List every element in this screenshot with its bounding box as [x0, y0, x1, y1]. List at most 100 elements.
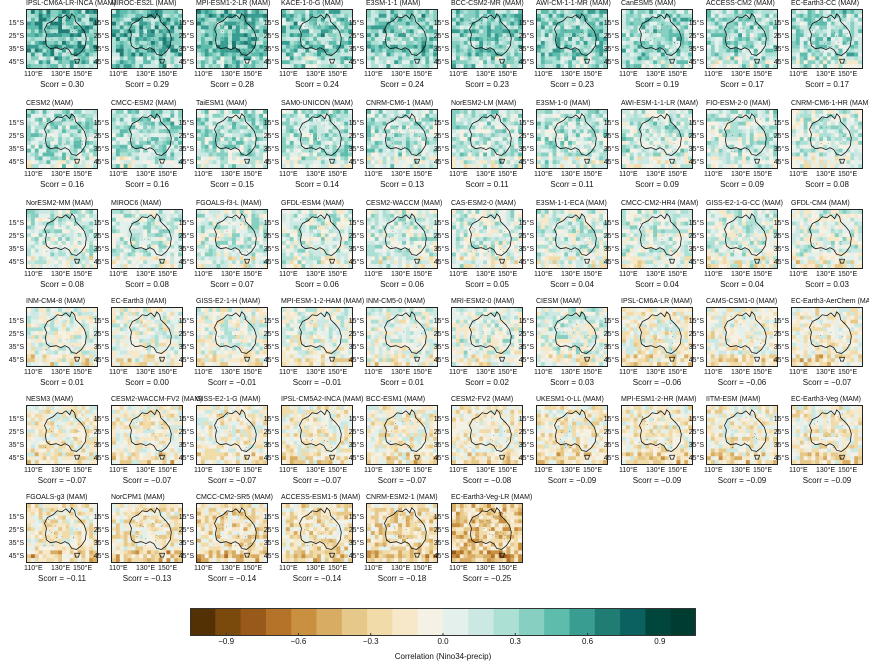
- map-cell: [494, 129, 499, 134]
- map-cell: [846, 64, 851, 68]
- map-cell: [502, 148, 507, 153]
- map-cell: [115, 137, 120, 142]
- map-cell: [378, 56, 383, 61]
- map-cell: [572, 64, 577, 68]
- map-cell: [115, 56, 120, 61]
- map-cell: [174, 44, 179, 49]
- map-cell: [467, 44, 472, 49]
- map-cell: [328, 164, 333, 168]
- map-cell: [807, 56, 812, 61]
- map-cell: [603, 29, 607, 34]
- map-cell: [27, 60, 32, 65]
- map-cell: [738, 17, 743, 22]
- map-cell: [119, 133, 124, 138]
- map-cell: [243, 117, 248, 122]
- map-cell: [89, 21, 94, 26]
- significance-dot: [643, 32, 645, 34]
- map-cell: [212, 125, 217, 130]
- map-cell: [378, 160, 383, 165]
- map-cell: [475, 21, 480, 26]
- lat-tick-label: 45°S: [603, 59, 619, 66]
- map-cell: [204, 110, 209, 115]
- map-cell: [560, 13, 565, 18]
- map-cell: [378, 60, 383, 65]
- tasmania-coastline: [414, 58, 420, 64]
- significance-dot: [565, 29, 566, 31]
- map-cell: [425, 117, 430, 122]
- map-cell: [73, 25, 78, 30]
- significance-dot: [218, 42, 220, 44]
- map-cell: [46, 60, 51, 65]
- map-cell: [498, 117, 503, 122]
- map-cell: [390, 144, 395, 149]
- map-cell: [251, 140, 256, 145]
- map-cell: [228, 152, 233, 157]
- map-cell: [452, 64, 457, 68]
- map-cell: [317, 133, 322, 138]
- map-cell: [112, 64, 117, 68]
- map-cell: [471, 56, 476, 61]
- map-cell: [757, 33, 762, 38]
- map-cell: [834, 13, 839, 18]
- map-cell: [243, 52, 248, 57]
- significance-dot: [48, 37, 50, 39]
- map-cell: [289, 129, 294, 134]
- map-cell: [285, 10, 290, 15]
- map-cell: [89, 33, 94, 38]
- map-cell: [487, 121, 492, 126]
- map-cell: [220, 60, 225, 65]
- map-cell: [27, 40, 32, 45]
- map-cell: [795, 48, 800, 53]
- map-cell: [150, 10, 155, 15]
- map-cell: [556, 40, 561, 45]
- map-cell: [417, 129, 422, 134]
- map-cell: [795, 13, 800, 18]
- map-cell: [858, 21, 862, 26]
- lat-tick-label: 25°S: [8, 33, 24, 40]
- map-cell: [324, 164, 329, 168]
- map-cell: [336, 164, 341, 168]
- map-panel: IPSL-CM6A-LR-INCA (MAM) 15°S 25°S 35°S 45°S 1…: [0, 0, 116, 100]
- australia-coastline: [639, 13, 682, 56]
- map-cell: [85, 29, 90, 34]
- map-cell: [494, 64, 499, 68]
- map-cell: [374, 144, 379, 149]
- map-cell: [475, 56, 480, 61]
- significance-dot: [156, 45, 157, 46]
- map-cell: [490, 56, 495, 61]
- map-cell: [625, 40, 630, 45]
- map-cell: [328, 40, 333, 45]
- map-cell: [622, 25, 627, 30]
- significance-dot: [136, 128, 137, 130]
- map-cell: [660, 21, 665, 26]
- map-cell: [680, 40, 685, 45]
- map-cell: [568, 56, 573, 61]
- map-cell: [251, 125, 256, 130]
- map-cell: [402, 156, 407, 161]
- map-cell: [858, 40, 862, 45]
- lat-tick-label: 25°S: [518, 33, 534, 40]
- significance-dot: [167, 27, 169, 29]
- map-cell: [73, 48, 78, 53]
- significance-dot: [62, 121, 63, 122]
- map-cell: [603, 25, 607, 30]
- map-cell: [348, 29, 352, 34]
- significance-dot: [222, 30, 223, 32]
- map-cell: [707, 37, 712, 42]
- map-cell: [313, 117, 318, 122]
- map-cell: [394, 17, 399, 22]
- map-cell: [560, 44, 565, 49]
- map-cell: [425, 60, 430, 65]
- map-cell: [587, 64, 592, 68]
- map-cell: [42, 148, 47, 153]
- map-cell: [386, 113, 391, 118]
- map-cell: [514, 17, 519, 22]
- map-cell: [293, 13, 298, 18]
- map-cell: [328, 113, 333, 118]
- map-cell: [676, 52, 681, 57]
- map-cell: [282, 64, 287, 68]
- map-cell: [289, 144, 294, 149]
- map-cell: [178, 10, 182, 15]
- map-cell: [251, 56, 256, 61]
- map-cell: [827, 64, 832, 68]
